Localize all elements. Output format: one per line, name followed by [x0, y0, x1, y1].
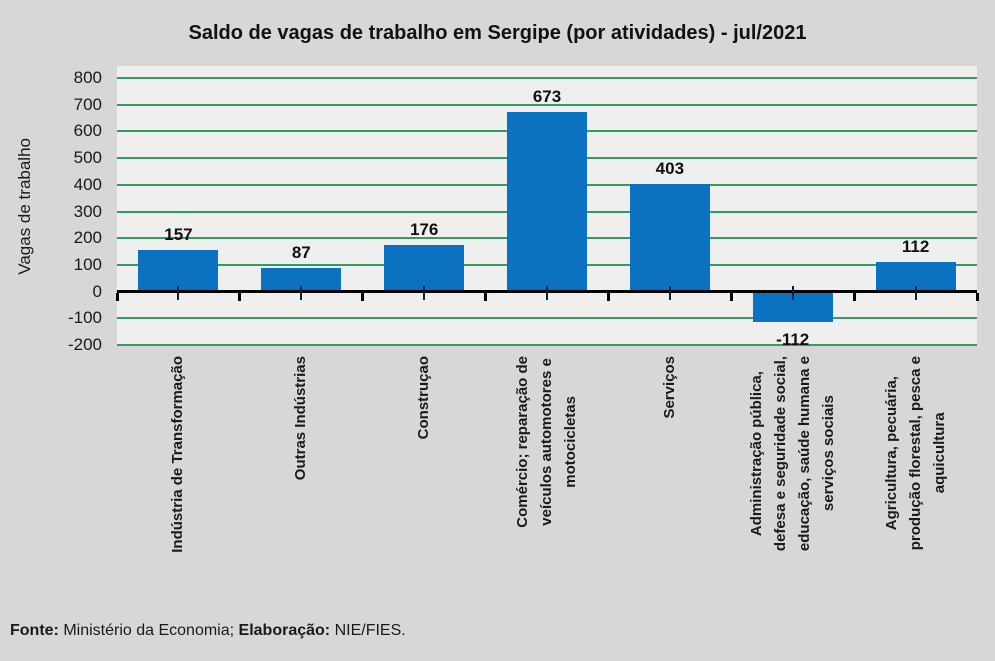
- y-tick-label: 100: [73, 254, 102, 274]
- bar: [384, 244, 465, 293]
- axis-tick: [729, 293, 733, 301]
- elaboracao-label: Elaboração:: [238, 622, 331, 639]
- x-category-label: Indústria de Transformação: [117, 356, 240, 606]
- fonte-text: Ministério da Economia;: [63, 622, 235, 639]
- bar-value-label: 403: [655, 158, 685, 178]
- y-tick-label: -100: [67, 308, 102, 328]
- x-category-label-text: Outras Indústrias: [292, 356, 310, 481]
- axis-minor-tick: [668, 286, 671, 300]
- bar-value-label: 157: [164, 224, 193, 244]
- axis-minor-tick: [423, 286, 426, 300]
- source-note: Fonte: Ministério da Economia; Elaboraçã…: [10, 622, 406, 640]
- bar: [138, 249, 219, 293]
- x-category-label: Agricultura, pecuária, produção floresta…: [854, 356, 977, 606]
- y-tick-label: 500: [73, 148, 102, 168]
- x-category-label-text: Administração pública, defesa e segurida…: [747, 356, 837, 552]
- axis-minor-tick: [791, 286, 794, 300]
- y-tick-label: 700: [73, 94, 102, 114]
- x-category-label-text: Indústria de Transformação: [169, 356, 187, 553]
- bar: [629, 183, 710, 293]
- x-category-label: Serviços: [608, 356, 731, 606]
- bar: [507, 111, 587, 293]
- axis-tick: [361, 293, 365, 301]
- y-tick-label: 300: [73, 201, 102, 221]
- x-category-label-text: Comércio; reparação de veículos automoto…: [513, 356, 579, 528]
- gridline: [117, 344, 977, 346]
- y-tick-label: 200: [73, 228, 102, 248]
- axis-tick: [852, 293, 856, 301]
- y-tick-label: 600: [73, 121, 102, 141]
- x-category-label-text: Construçao: [415, 356, 433, 440]
- x-category-label-text: Agricultura, pecuária, produção floresta…: [882, 356, 948, 551]
- y-tick-label: 0: [92, 281, 102, 301]
- axis-tick: [484, 293, 488, 301]
- bar-value-label: -112: [776, 329, 810, 349]
- bar-value-label: 112: [901, 236, 930, 256]
- bar-value-label: 673: [532, 86, 562, 106]
- elaboracao-text: NIE/FIES.: [334, 622, 406, 639]
- y-tick-label: 400: [73, 174, 102, 194]
- bar-value-label: 87: [291, 243, 311, 263]
- x-category-label: Comércio; reparação de veículos automoto…: [486, 356, 609, 606]
- gridline: [117, 317, 977, 320]
- gridline: [117, 77, 977, 79]
- chart-title: Saldo de vagas de trabalho em Sergipe (p…: [188, 22, 807, 44]
- x-category-label: Construçao: [363, 356, 486, 606]
- x-category-label: Administração pública, defesa e segurida…: [731, 356, 854, 606]
- axis-tick: [975, 293, 979, 301]
- x-category-label: Outras Indústrias: [240, 356, 363, 606]
- axis-tick: [606, 293, 610, 301]
- axis-minor-tick: [546, 286, 548, 300]
- x-category-label-text: Serviços: [660, 356, 678, 419]
- y-tick-label: 800: [73, 68, 102, 87]
- gridline: [117, 103, 977, 106]
- axis-minor-tick: [914, 286, 917, 300]
- axis-tick: [238, 293, 242, 301]
- fonte-label: Fonte:: [10, 622, 59, 639]
- axis-tick: [115, 293, 119, 301]
- axis-minor-tick: [300, 286, 303, 300]
- y-tick-label: -200: [67, 335, 102, 354]
- bar-value-label: 176: [409, 219, 439, 239]
- axis-minor-tick: [177, 286, 180, 300]
